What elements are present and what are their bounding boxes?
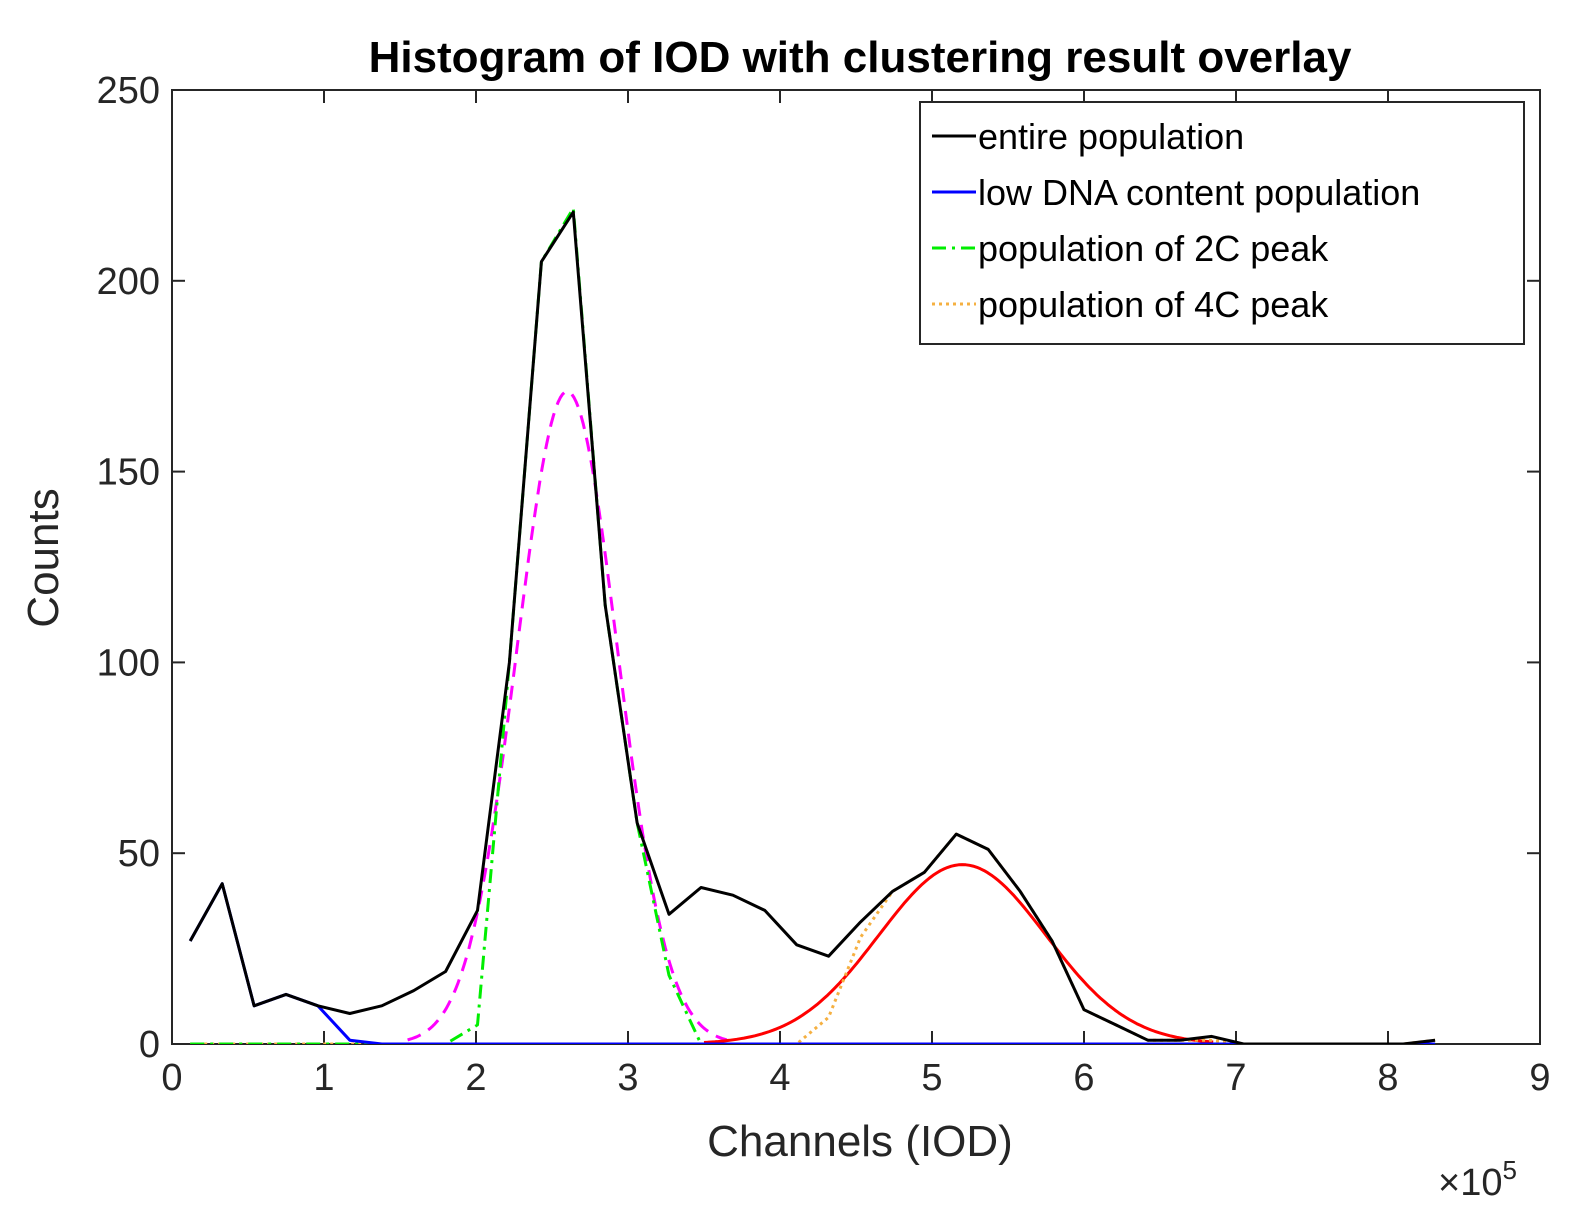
tick-labels: 0 1 2 3 4 5 6 7 8 9 0 50 100 150 200 250	[97, 70, 1551, 1099]
chart-title: Histogram of IOD with clustering result …	[369, 33, 1352, 82]
x-tick-label: 2	[465, 1057, 486, 1099]
x-tick-label: 5	[921, 1057, 942, 1099]
y-axis-label: Counts	[19, 488, 68, 627]
x-tick-label: 7	[1225, 1057, 1246, 1099]
y-tick-label: 250	[97, 70, 160, 112]
legend-label: population of 2C peak	[978, 228, 1329, 269]
series-line-gaussian-fit-4c-peak	[703, 863, 1214, 1044]
x-axis-exponent: ×105	[1438, 1155, 1517, 1204]
y-tick-label: 150	[97, 452, 160, 494]
series-line-entire-population	[188, 210, 1436, 1044]
x-tick-label: 6	[1073, 1057, 1094, 1099]
x-tick-label: 3	[617, 1057, 638, 1099]
legend-label: population of 4C peak	[978, 284, 1329, 325]
y-tick-label: 0	[139, 1024, 160, 1066]
legend-label: entire population	[978, 116, 1244, 157]
y-tick-label: 100	[97, 642, 160, 684]
legend-box	[919, 101, 1525, 345]
x-axis-exponent-power: 5	[1502, 1155, 1516, 1185]
x-tick-label: 1	[313, 1057, 334, 1099]
plot-lines	[188, 206, 1436, 1044]
x-tick-label: 4	[769, 1057, 790, 1099]
x-axis-label: Channels (IOD)	[707, 1117, 1013, 1166]
y-tick-label: 200	[97, 261, 160, 303]
x-tick-label: 8	[1377, 1057, 1398, 1099]
legend-label: low DNA content population	[978, 172, 1420, 213]
x-axis-exponent-base: ×10	[1438, 1162, 1502, 1204]
legend: entire population low DNA content populat…	[919, 101, 1525, 345]
y-tick-label: 50	[118, 833, 160, 875]
x-tick-label: 0	[161, 1057, 182, 1099]
x-tick-label: 9	[1529, 1057, 1550, 1099]
